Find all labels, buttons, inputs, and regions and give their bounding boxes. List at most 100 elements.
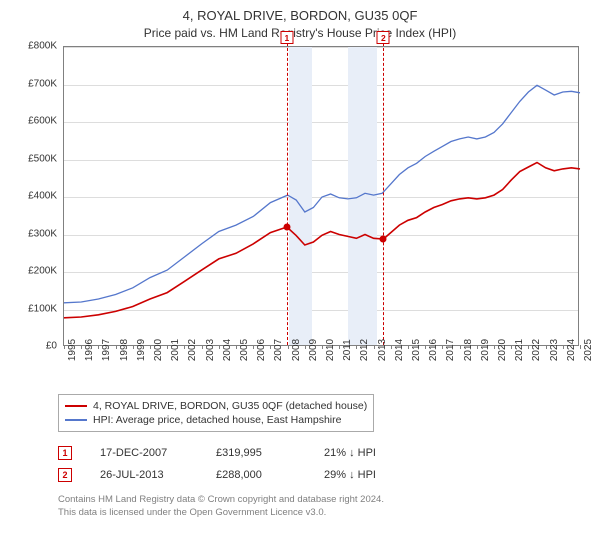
x-tick-label: 2017 [445,339,456,361]
y-tick-label: £200K [28,266,57,277]
x-tick-label: 2012 [359,339,370,361]
x-tick [202,345,203,349]
x-tick-label: 2006 [256,339,267,361]
footer-line-1: Contains HM Land Registry data © Crown c… [58,494,590,507]
x-tick [322,345,323,349]
x-tick [116,345,117,349]
x-tick-label: 2005 [239,339,250,361]
x-tick-label: 2020 [497,339,508,361]
x-tick [442,345,443,349]
y-tick-label: £800K [28,41,57,52]
legend-swatch [65,419,87,421]
sale-date: 17-DEC-2007 [100,447,188,459]
x-tick-label: 2019 [480,339,491,361]
sale-marker-line [383,33,384,345]
sale-row: 2 26-JUL-2013 £288,000 29% ↓ HPI [58,464,590,486]
x-tick-label: 2015 [411,339,422,361]
series-price_paid [64,163,580,318]
x-tick-label: 2021 [514,339,525,361]
x-tick-label: 2008 [291,339,302,361]
x-tick [150,345,151,349]
y-tick-label: £100K [28,303,57,314]
y-tick-label: £600K [28,116,57,127]
x-tick-label: 2024 [566,339,577,361]
x-tick [184,345,185,349]
sale-marker-flag: 1 [280,31,293,44]
legend-swatch [65,405,87,407]
x-tick-label: 2013 [377,339,388,361]
x-tick [133,345,134,349]
y-tick-label: £0 [46,341,57,352]
x-tick [356,345,357,349]
sale-row-marker: 2 [58,468,72,482]
x-tick-label: 2000 [153,339,164,361]
x-tick-label: 2014 [394,339,405,361]
sales-table: 1 17-DEC-2007 £319,995 21% ↓ HPI 2 26-JUL-201… [58,442,590,486]
x-tick-label: 1998 [119,339,130,361]
x-tick [219,345,220,349]
x-tick-label: 1995 [67,339,78,361]
sale-diff: 29% ↓ HPI [324,469,414,481]
x-tick-label: 2004 [222,339,233,361]
footer-line-2: This data is licensed under the Open Gov… [58,507,590,520]
chart-subtitle: Price paid vs. HM Land Registry's House … [10,26,590,40]
x-tick [236,345,237,349]
x-tick [288,345,289,349]
sale-row: 1 17-DEC-2007 £319,995 21% ↓ HPI [58,442,590,464]
chart-area: £0£100K£200K£300K£400K£500K£600K£700K£80… [15,46,585,386]
chart-svg [64,47,580,347]
x-tick [563,345,564,349]
legend-row: 4, ROYAL DRIVE, BORDON, GU35 0QF (detach… [65,399,367,413]
sale-marker-dot [380,236,387,243]
sale-row-marker: 1 [58,446,72,460]
x-tick [425,345,426,349]
x-tick [494,345,495,349]
x-tick [546,345,547,349]
y-axis-labels: £0£100K£200K£300K£400K£500K£600K£700K£80… [15,46,61,346]
chart-footer: Contains HM Land Registry data © Crown c… [58,494,590,520]
y-tick-label: £500K [28,153,57,164]
x-tick [270,345,271,349]
x-tick [81,345,82,349]
x-tick [460,345,461,349]
sale-marker-line [287,33,288,345]
x-tick-label: 2002 [187,339,198,361]
x-tick-label: 1996 [84,339,95,361]
x-tick-label: 2016 [428,339,439,361]
sale-date: 26-JUL-2013 [100,469,188,481]
x-tick-label: 2010 [325,339,336,361]
x-tick [98,345,99,349]
legend-row: HPI: Average price, detached house, East… [65,413,367,427]
x-tick [253,345,254,349]
x-tick-label: 2003 [205,339,216,361]
x-tick-label: 2022 [531,339,542,361]
x-tick [477,345,478,349]
legend-label: HPI: Average price, detached house, East… [93,414,341,426]
sale-marker-flag: 2 [377,31,390,44]
x-tick [408,345,409,349]
x-axis-labels: 1995199619971998199920002001200220032004… [63,350,579,386]
series-hpi [64,85,580,302]
x-tick [528,345,529,349]
sale-price: £288,000 [216,469,296,481]
x-tick-label: 2018 [463,339,474,361]
chart-title: 4, ROYAL DRIVE, BORDON, GU35 0QF [10,8,590,23]
y-tick-label: £700K [28,78,57,89]
x-tick-label: 2001 [170,339,181,361]
chart-legend: 4, ROYAL DRIVE, BORDON, GU35 0QF (detach… [58,394,374,432]
x-tick-label: 1999 [136,339,147,361]
x-tick-label: 2025 [583,339,594,361]
x-tick-label: 2011 [342,339,353,361]
x-tick-label: 2007 [273,339,284,361]
y-tick-label: £300K [28,228,57,239]
x-tick [167,345,168,349]
x-tick [391,345,392,349]
x-tick [339,345,340,349]
sale-marker-dot [283,224,290,231]
x-tick-label: 1997 [101,339,112,361]
sale-diff: 21% ↓ HPI [324,447,414,459]
x-tick [305,345,306,349]
x-tick [374,345,375,349]
sale-price: £319,995 [216,447,296,459]
y-tick-label: £400K [28,191,57,202]
